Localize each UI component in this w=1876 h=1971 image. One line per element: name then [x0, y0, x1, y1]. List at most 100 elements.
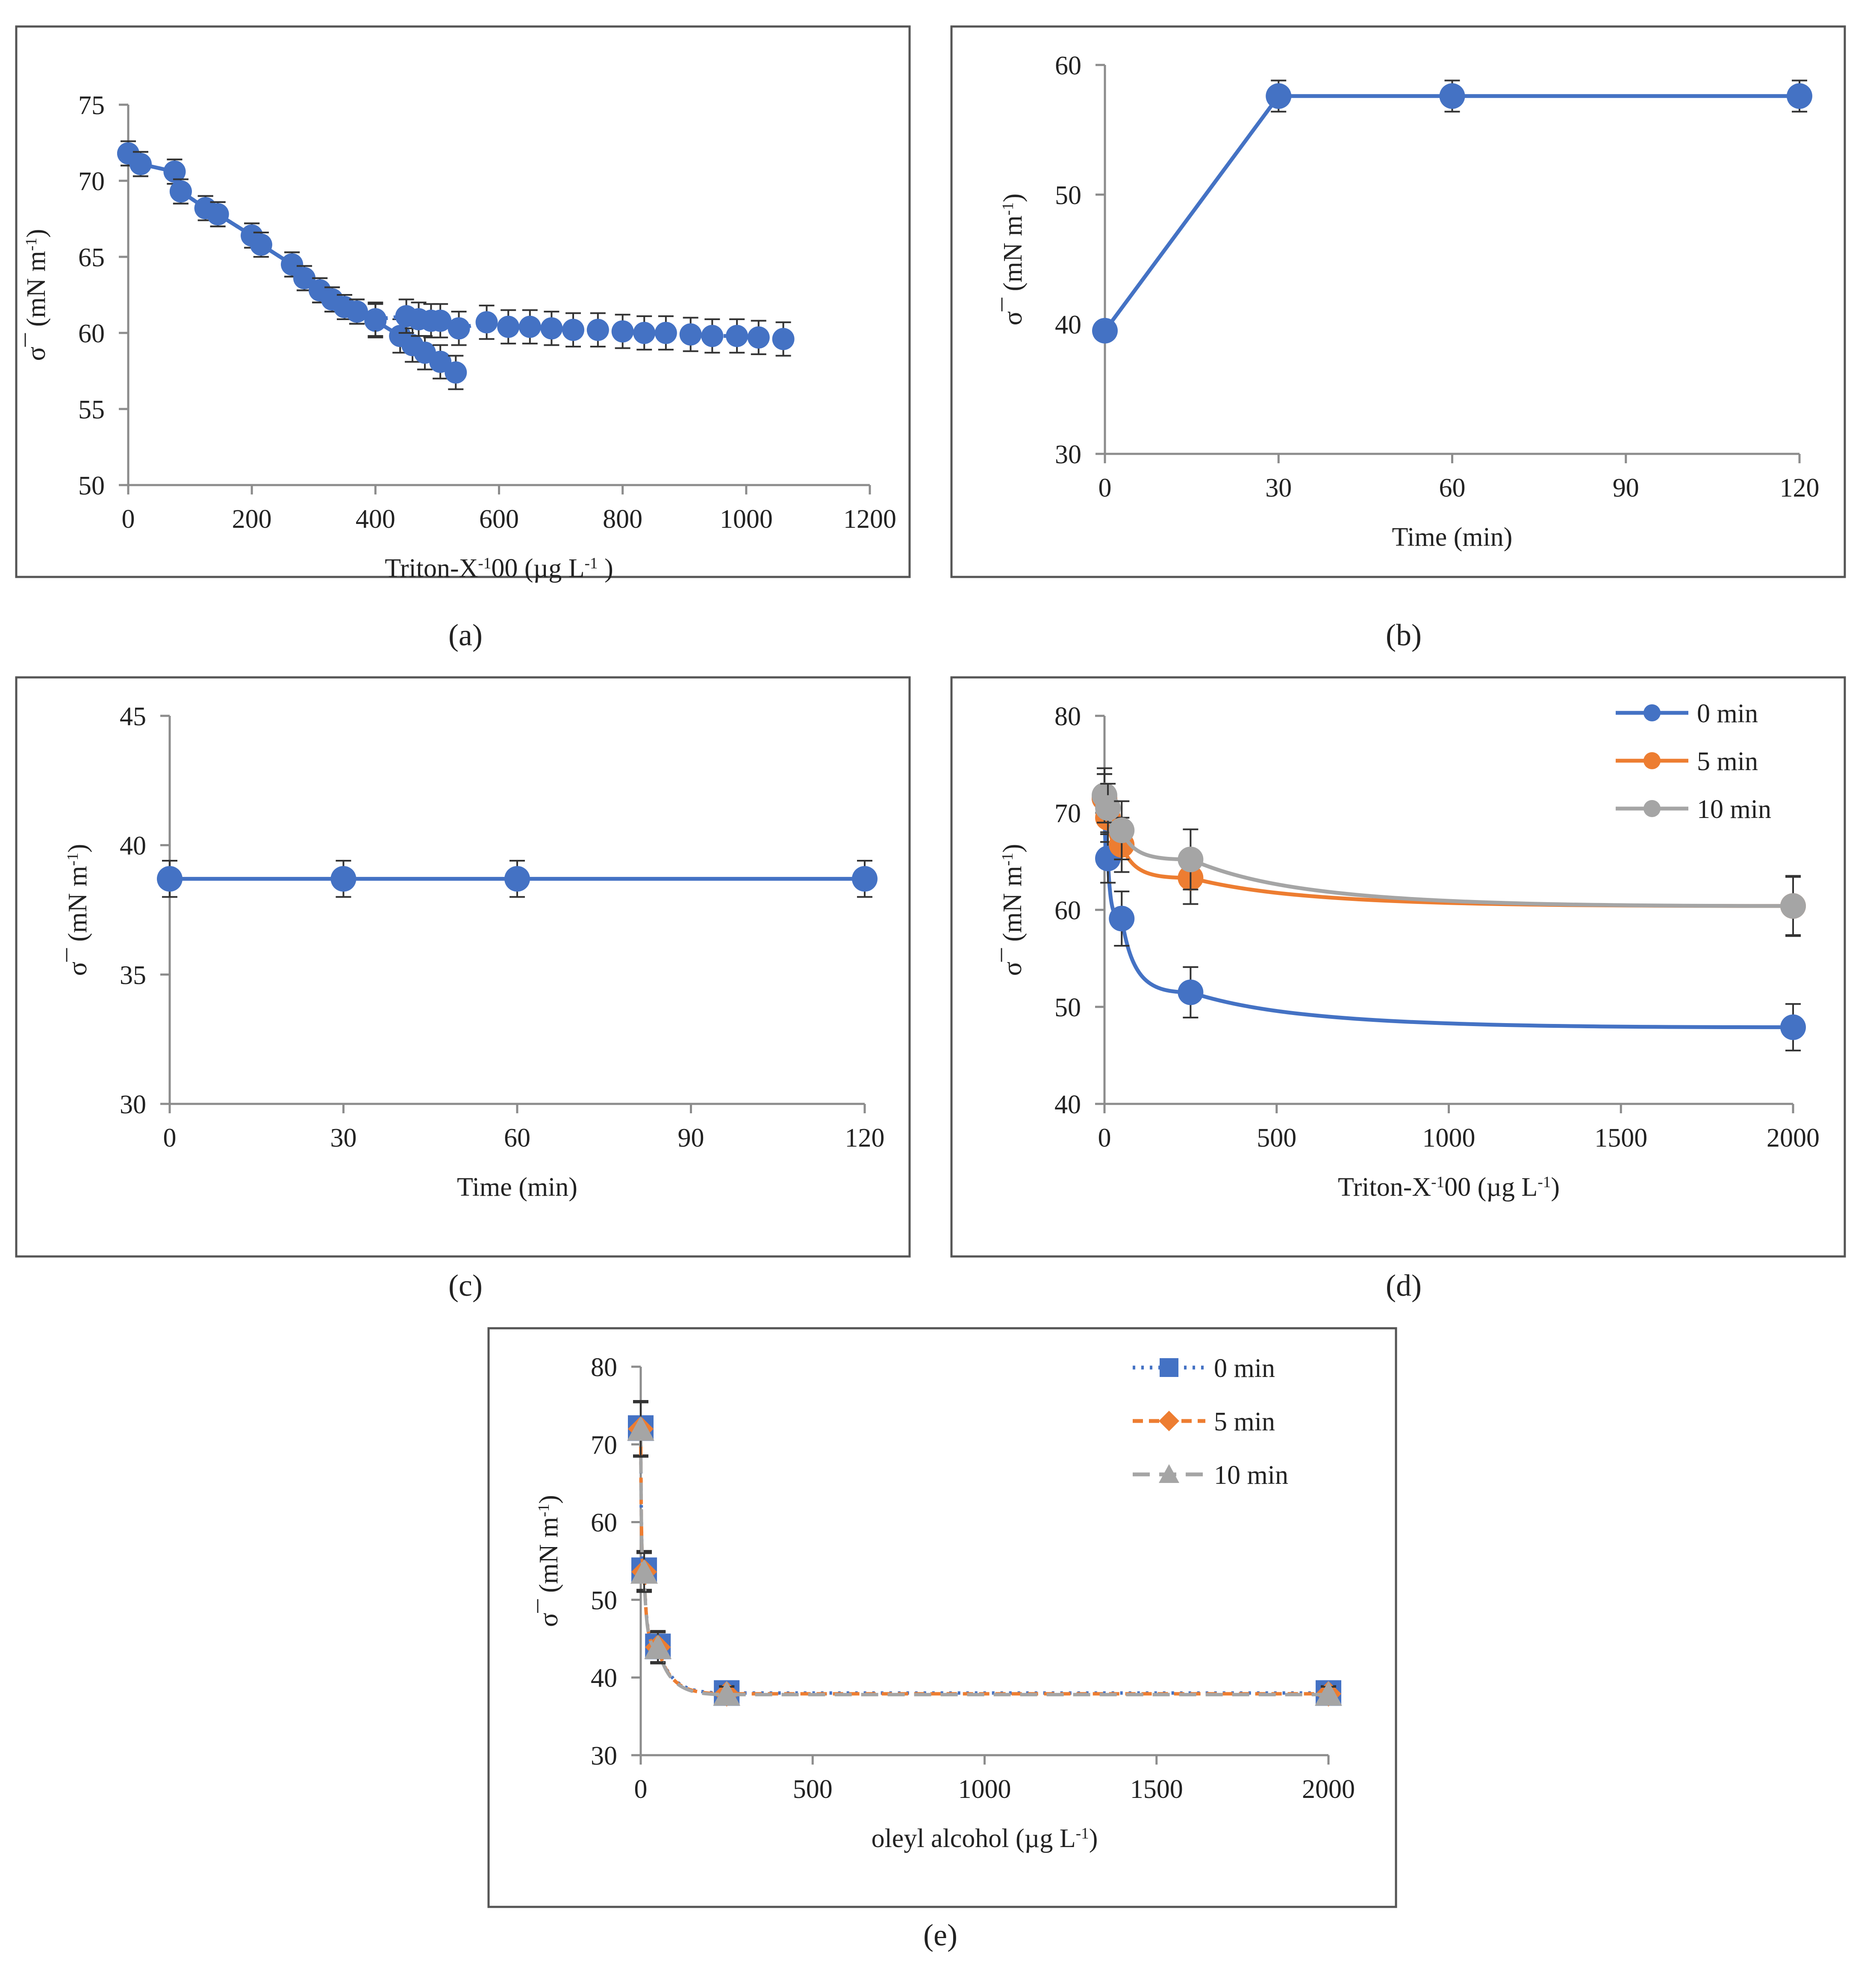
data-point	[562, 318, 584, 341]
x-axis-label: Time (min)	[1392, 523, 1513, 552]
x-tick-label: 60	[1439, 474, 1466, 503]
legend-label: 5 min	[1697, 747, 1758, 776]
x-tick-label: 200	[232, 505, 272, 534]
y-tick-label: 60	[591, 1509, 617, 1538]
y-tick-label: 55	[78, 395, 105, 424]
x-tick-label: 400	[356, 505, 395, 534]
x-axis-label: Time (min)	[457, 1173, 577, 1202]
data-point	[1178, 846, 1204, 872]
data-point	[1787, 83, 1812, 109]
data-point	[1178, 979, 1204, 1005]
y-tick-label: 35	[120, 961, 146, 990]
data-point	[1439, 83, 1465, 109]
y-tick-label: 80	[591, 1353, 617, 1382]
series-line	[1102, 798, 1794, 908]
y-tick-label: 70	[1054, 799, 1081, 828]
chart-a: 50 55 60 65 70 75 0 200 400 600 800 1000 1200 Triton-…	[15, 25, 911, 583]
data-point	[475, 311, 498, 334]
y-tick-label: 45	[120, 702, 146, 731]
chart-frame	[487, 1327, 1397, 1908]
data-point	[448, 317, 470, 340]
x-tick-label: 500	[793, 1775, 833, 1804]
data-point	[163, 160, 186, 183]
data-point	[497, 315, 520, 338]
x-tick-label: 800	[603, 505, 642, 534]
x-tick-label: 0	[122, 505, 135, 534]
x-tick-label: 1500	[1594, 1124, 1647, 1153]
data-point	[157, 866, 183, 892]
x-tick-label: 30	[1265, 474, 1292, 503]
y-axis-label: σ¯ (mN m-1)	[998, 194, 1028, 326]
x-tick-label: 120	[845, 1124, 885, 1153]
data-point	[250, 233, 272, 256]
y-tick-label: 30	[591, 1742, 617, 1771]
legend-label: 10 min	[1697, 795, 1771, 824]
data-point	[518, 315, 541, 338]
data-point	[586, 318, 609, 341]
y-tick-label: 70	[591, 1431, 617, 1460]
data-point	[540, 317, 563, 340]
x-tick-label: 1500	[1130, 1775, 1183, 1804]
x-tick-label: 2000	[1302, 1775, 1355, 1804]
y-axis-label: σ¯ (mN m-1)	[22, 229, 51, 361]
y-tick-label: 40	[1055, 311, 1081, 340]
x-tick-label: 90	[1613, 474, 1639, 503]
y-tick-label: 65	[78, 243, 105, 272]
data-point	[654, 322, 677, 344]
series-line	[1102, 798, 1794, 1030]
data-point	[611, 320, 634, 343]
y-tick-label: 30	[1055, 440, 1081, 469]
panel-caption: (c)	[448, 1268, 483, 1303]
data-point	[129, 153, 152, 175]
data-point	[504, 866, 530, 892]
y-tick-label: 50	[78, 471, 105, 500]
data-point	[1266, 83, 1292, 109]
data-point	[1780, 1014, 1806, 1040]
x-tick-label: 2000	[1767, 1124, 1820, 1153]
y-tick-label: 60	[1055, 51, 1081, 80]
x-tick-label: 1200	[843, 505, 896, 534]
data-point	[364, 308, 387, 330]
y-tick-label: 50	[1055, 181, 1081, 210]
y-tick-label: 40	[591, 1664, 617, 1693]
panel-caption: (b)	[1386, 618, 1422, 652]
x-tick-label: 120	[1780, 474, 1820, 503]
data-point	[429, 309, 452, 332]
y-tick-label: 60	[78, 319, 105, 348]
y-tick-label: 50	[1054, 993, 1081, 1022]
x-tick-label: 0	[1098, 1124, 1111, 1153]
data-point	[330, 866, 356, 892]
x-tick-label: 600	[479, 505, 519, 534]
y-tick-label: 50	[591, 1586, 617, 1615]
data-point	[1109, 906, 1135, 932]
chart-d: 40 50 60 70 80 0 500 1000 1500 2000 Triton-X-100 (…	[950, 676, 1846, 1258]
x-tick-label: 1000	[720, 505, 773, 534]
x-axis-label: Triton-X-100 (µg L-1)	[1338, 1173, 1560, 1202]
legend-marker	[1159, 1411, 1179, 1431]
panel-caption: (e)	[923, 1918, 957, 1952]
y-axis-label: σ¯ (mN m-1)	[534, 1495, 563, 1627]
data-point	[1780, 893, 1806, 919]
x-tick-label: 60	[504, 1124, 530, 1153]
x-tick-label: 500	[1257, 1124, 1296, 1153]
data-point	[429, 350, 452, 373]
chart-frame	[15, 676, 911, 1258]
y-tick-label: 70	[78, 167, 105, 196]
x-tick-label: 1000	[1422, 1124, 1475, 1153]
data-point	[852, 866, 878, 892]
data-point	[627, 1416, 654, 1441]
y-axis-label: σ¯ (mN m-1)	[998, 844, 1027, 976]
chart-frame	[950, 676, 1846, 1258]
y-axis-label: σ¯ (mN m-1)	[63, 844, 92, 976]
x-tick-label: 0	[163, 1124, 177, 1153]
y-tick-label: 60	[1054, 896, 1081, 925]
data-point	[345, 300, 368, 323]
y-tick-label: 80	[1054, 702, 1081, 731]
y-tick-label: 30	[120, 1090, 146, 1119]
y-tick-label: 40	[1054, 1090, 1081, 1119]
legend-marker	[1643, 752, 1661, 769]
data-point	[445, 361, 467, 384]
data-point	[293, 267, 316, 289]
data-point	[713, 1681, 741, 1706]
